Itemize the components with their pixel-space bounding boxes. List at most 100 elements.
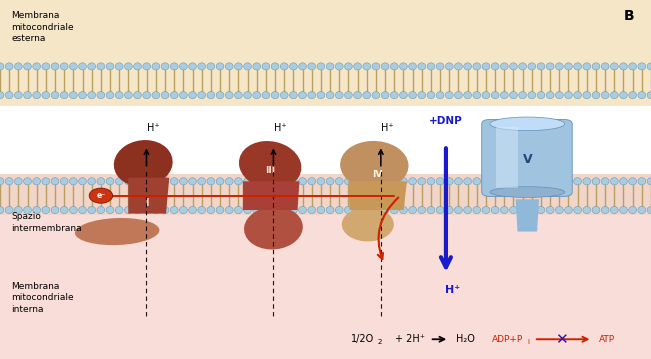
- Ellipse shape: [88, 178, 96, 185]
- Ellipse shape: [152, 206, 159, 214]
- Ellipse shape: [546, 178, 554, 185]
- Ellipse shape: [620, 92, 628, 99]
- Text: Membrana
mitocondriale
interna: Membrana mitocondriale interna: [11, 282, 74, 314]
- Ellipse shape: [611, 206, 618, 214]
- Ellipse shape: [61, 63, 68, 70]
- Ellipse shape: [198, 178, 206, 185]
- Ellipse shape: [51, 178, 59, 185]
- Ellipse shape: [537, 178, 545, 185]
- Ellipse shape: [161, 63, 169, 70]
- Ellipse shape: [0, 63, 4, 70]
- Ellipse shape: [519, 92, 527, 99]
- Ellipse shape: [592, 63, 600, 70]
- Ellipse shape: [106, 178, 114, 185]
- Ellipse shape: [308, 92, 316, 99]
- Ellipse shape: [592, 206, 600, 214]
- Ellipse shape: [180, 206, 187, 214]
- Polygon shape: [348, 181, 407, 210]
- Ellipse shape: [234, 206, 242, 214]
- Ellipse shape: [225, 206, 233, 214]
- Ellipse shape: [152, 178, 159, 185]
- Ellipse shape: [0, 178, 4, 185]
- Ellipse shape: [216, 92, 224, 99]
- Ellipse shape: [143, 178, 150, 185]
- Ellipse shape: [326, 178, 334, 185]
- Ellipse shape: [171, 92, 178, 99]
- Ellipse shape: [308, 63, 316, 70]
- Ellipse shape: [70, 178, 77, 185]
- Ellipse shape: [70, 63, 77, 70]
- Ellipse shape: [207, 92, 215, 99]
- Ellipse shape: [342, 207, 394, 241]
- Ellipse shape: [546, 63, 554, 70]
- Ellipse shape: [308, 206, 316, 214]
- Text: 1/2O: 1/2O: [351, 334, 374, 344]
- Ellipse shape: [638, 63, 646, 70]
- Ellipse shape: [340, 141, 409, 189]
- Ellipse shape: [271, 206, 279, 214]
- Ellipse shape: [400, 63, 408, 70]
- Ellipse shape: [133, 92, 141, 99]
- Ellipse shape: [602, 178, 609, 185]
- Ellipse shape: [33, 206, 40, 214]
- Ellipse shape: [436, 92, 444, 99]
- Ellipse shape: [124, 178, 132, 185]
- Ellipse shape: [409, 178, 417, 185]
- Ellipse shape: [115, 206, 123, 214]
- Ellipse shape: [391, 178, 398, 185]
- Ellipse shape: [353, 63, 361, 70]
- Ellipse shape: [427, 63, 435, 70]
- Ellipse shape: [445, 92, 453, 99]
- Ellipse shape: [97, 178, 105, 185]
- Text: IV: IV: [372, 169, 383, 179]
- Ellipse shape: [372, 206, 380, 214]
- Ellipse shape: [75, 218, 159, 245]
- Ellipse shape: [519, 178, 527, 185]
- Ellipse shape: [14, 178, 22, 185]
- Ellipse shape: [253, 206, 260, 214]
- Ellipse shape: [490, 117, 565, 131]
- Ellipse shape: [161, 92, 169, 99]
- Polygon shape: [516, 199, 539, 232]
- Ellipse shape: [583, 178, 590, 185]
- Ellipse shape: [592, 92, 600, 99]
- Ellipse shape: [189, 63, 197, 70]
- Polygon shape: [0, 0, 651, 106]
- Ellipse shape: [152, 92, 159, 99]
- Ellipse shape: [253, 178, 260, 185]
- Ellipse shape: [281, 206, 288, 214]
- Ellipse shape: [124, 63, 132, 70]
- Ellipse shape: [647, 178, 651, 185]
- Ellipse shape: [207, 178, 215, 185]
- Ellipse shape: [546, 206, 554, 214]
- Ellipse shape: [326, 63, 334, 70]
- Ellipse shape: [14, 206, 22, 214]
- Ellipse shape: [317, 63, 325, 70]
- Ellipse shape: [14, 63, 22, 70]
- Ellipse shape: [620, 63, 628, 70]
- Text: H₂O: H₂O: [456, 334, 475, 344]
- Ellipse shape: [23, 178, 31, 185]
- Ellipse shape: [638, 92, 646, 99]
- Ellipse shape: [234, 92, 242, 99]
- Ellipse shape: [88, 92, 96, 99]
- Ellipse shape: [353, 178, 361, 185]
- Ellipse shape: [133, 178, 141, 185]
- Ellipse shape: [510, 63, 518, 70]
- Ellipse shape: [299, 92, 307, 99]
- Ellipse shape: [629, 178, 637, 185]
- Ellipse shape: [344, 92, 352, 99]
- Text: i: i: [527, 339, 529, 345]
- Ellipse shape: [574, 63, 581, 70]
- Ellipse shape: [51, 63, 59, 70]
- Ellipse shape: [198, 63, 206, 70]
- Ellipse shape: [114, 140, 173, 187]
- Ellipse shape: [647, 63, 651, 70]
- Ellipse shape: [133, 206, 141, 214]
- Ellipse shape: [79, 206, 87, 214]
- Ellipse shape: [143, 63, 150, 70]
- Ellipse shape: [79, 92, 87, 99]
- Ellipse shape: [490, 187, 565, 197]
- Ellipse shape: [42, 63, 49, 70]
- Ellipse shape: [335, 206, 343, 214]
